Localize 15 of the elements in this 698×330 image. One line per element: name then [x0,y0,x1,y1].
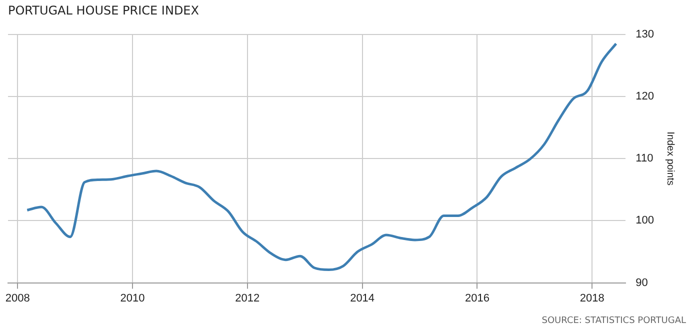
y-tick-label: 100 [636,214,654,227]
chart-title: PORTUGAL HOUSE PRICE INDEX [8,3,199,18]
y-axis-title: Index points [664,132,676,186]
line-series [26,42,618,272]
x-tick-label: 2012 [235,292,260,304]
x-tick-label: 2008 [5,292,30,304]
y-tick-label: 120 [636,90,654,103]
y-tick-label: 110 [636,152,654,165]
source-note: SOURCE: STATISTICS PORTUGAL [542,316,686,326]
x-tick-label: 2018 [580,292,604,304]
x-tick-label: 2014 [350,292,375,304]
x-tick-label: 2010 [120,292,145,304]
x-tick-label: 2016 [464,292,490,304]
y-tick-label: 130 [636,28,654,40]
y-tick-label: 90 [636,276,648,289]
